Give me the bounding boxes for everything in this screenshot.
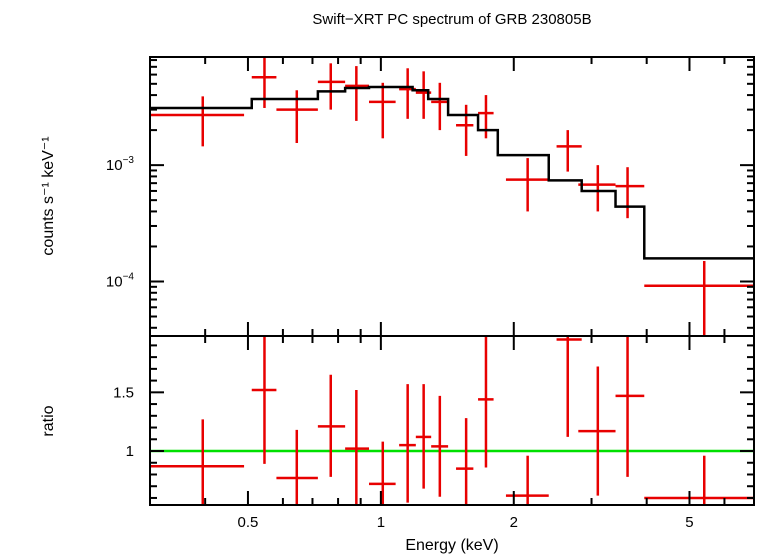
spectrum-data-point bbox=[317, 63, 346, 110]
ratio-data-point bbox=[644, 455, 754, 505]
y-tick-label: 1.5 bbox=[113, 384, 134, 401]
spectrum-data-point bbox=[478, 95, 494, 139]
x-axis-label: Energy (keV) bbox=[405, 537, 498, 554]
upper-y-axis-label: counts s⁻¹ keV⁻¹ bbox=[40, 136, 57, 255]
spectrum-data-point bbox=[431, 82, 449, 131]
ratio-data-point bbox=[456, 418, 474, 505]
spectrum-data-point bbox=[369, 82, 396, 139]
upper-panel: 10−310−4 counts s⁻¹ keV⁻¹ bbox=[40, 56, 755, 337]
lower-plot-frame bbox=[149, 335, 755, 506]
ratio-data-point bbox=[317, 374, 346, 477]
top-model-layer bbox=[150, 85, 754, 260]
spectrum-data-point bbox=[505, 158, 549, 212]
ratio-data-point bbox=[478, 336, 494, 468]
model-step-line bbox=[150, 85, 754, 260]
spectrum-data-point bbox=[615, 167, 645, 219]
ratio-data-point bbox=[615, 336, 645, 477]
ratio-data-point bbox=[251, 336, 277, 464]
ratio-data-point bbox=[556, 336, 582, 437]
y-tick-label-exponent: −3 bbox=[123, 155, 135, 166]
upper-plot-frame bbox=[149, 56, 755, 337]
y-tick-label-base: 10 bbox=[106, 157, 123, 174]
spectrum-data-point bbox=[556, 130, 582, 172]
x-tick-label: 0.5 bbox=[238, 514, 259, 531]
ratio-data-point bbox=[415, 384, 432, 489]
ratio-data-point bbox=[345, 389, 370, 505]
spectrum-data-point bbox=[251, 57, 277, 108]
ratio-data-layer bbox=[150, 336, 754, 505]
ratio-data-point bbox=[578, 366, 616, 496]
y-tick-label-base: 10 bbox=[106, 273, 123, 290]
spectrum-data-point bbox=[399, 68, 416, 119]
ratio-data-point bbox=[399, 384, 416, 503]
spectrum-data-point bbox=[345, 66, 370, 121]
top-tick-layer: 10−310−4 bbox=[106, 57, 755, 336]
top-data-layer bbox=[150, 57, 754, 336]
ratio-data-point bbox=[369, 441, 396, 505]
y-tick-label: 10−4 bbox=[106, 271, 135, 290]
spectrum-data-point bbox=[456, 104, 474, 156]
lower-panel: 0.5 1 2 5 1 1.5 ratio Energy (keV) bbox=[40, 335, 755, 554]
ratio-data-point bbox=[150, 419, 245, 505]
spectrum-data-point bbox=[644, 260, 754, 336]
spectrum-data-point bbox=[150, 96, 245, 147]
y-tick-label-exponent: −4 bbox=[123, 271, 135, 282]
lower-y-axis-label: ratio bbox=[40, 405, 57, 436]
ratio-data-point bbox=[505, 455, 549, 505]
x-tick-label: 2 bbox=[510, 514, 518, 531]
ratio-data-point bbox=[276, 429, 318, 505]
chart-title: Swift−XRT PC spectrum of GRB 230805B bbox=[312, 11, 591, 28]
spectrum-data-point bbox=[578, 165, 616, 212]
y-tick-label: 10−3 bbox=[106, 155, 135, 174]
x-tick-label: 5 bbox=[685, 514, 693, 531]
lower-tick-layer: 0.5 1 2 5 1 1.5 bbox=[113, 336, 755, 531]
y-tick-label: 1 bbox=[126, 443, 134, 460]
x-tick-label: 1 bbox=[377, 514, 385, 531]
ratio-data-point bbox=[431, 395, 449, 497]
